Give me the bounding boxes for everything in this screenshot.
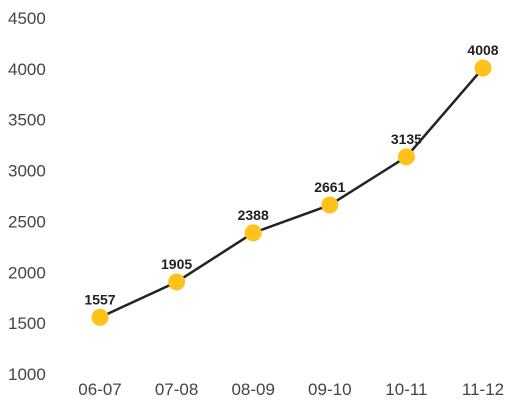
y-tick-label: 4500: [8, 9, 46, 28]
data-label: 4008: [467, 42, 498, 58]
data-point: [91, 308, 109, 326]
x-tick-label: 06-07: [78, 380, 121, 399]
data-point: [397, 148, 415, 166]
x-tick-label: 11-12: [462, 380, 504, 399]
y-tick-label: 3500: [8, 111, 46, 130]
data-label: 2388: [238, 207, 269, 223]
data-labels: 1557 1905 2388 2661 3135 4008: [84, 42, 498, 307]
y-tick-label: 2500: [8, 212, 46, 231]
data-label: 3135: [391, 131, 422, 147]
data-point: [244, 224, 262, 242]
y-tick-label: 2000: [8, 263, 46, 282]
data-label: 1905: [161, 256, 192, 272]
x-tick-label: 10-11: [385, 380, 427, 399]
series-line: [99, 67, 484, 319]
y-tick-label: 4000: [8, 60, 46, 79]
data-label: 1557: [84, 291, 115, 307]
y-tick-label: 1000: [8, 365, 46, 384]
series-line-group: [99, 67, 484, 319]
x-tick-label: 08-09: [231, 380, 274, 399]
x-tick-label: 07-08: [155, 380, 198, 399]
x-axis-tick-labels: 06-07 07-08 08-09 09-10 10-11 11-12: [78, 380, 504, 399]
data-point: [168, 273, 186, 291]
data-label: 2661: [314, 179, 345, 195]
data-point: [474, 59, 492, 77]
x-tick-label: 09-10: [308, 380, 351, 399]
data-markers: [91, 59, 492, 326]
y-tick-label: 3000: [8, 162, 46, 181]
data-point: [321, 196, 339, 214]
y-tick-label: 1500: [8, 314, 46, 333]
y-axis-tick-labels: 1000 1500 2000 2500 3000 3500 4000 4500: [8, 9, 46, 384]
